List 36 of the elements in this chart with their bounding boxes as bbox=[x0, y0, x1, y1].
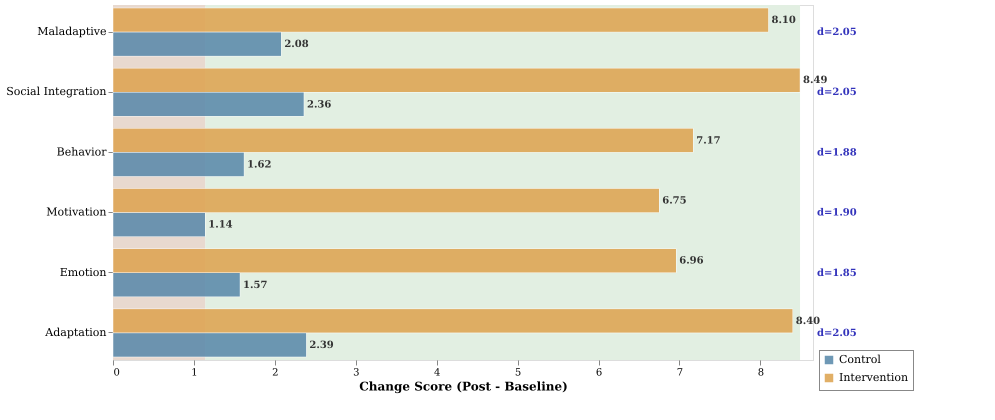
text: d=2.05 bbox=[817, 27, 857, 38]
text: d=1.85 bbox=[817, 268, 857, 279]
y-tick-label: Maladaptive bbox=[37, 25, 106, 38]
legend-label: Intervention bbox=[839, 371, 908, 384]
y-tick-label: Social Integration bbox=[6, 85, 106, 98]
data-label: 6.75 bbox=[662, 196, 687, 207]
x-tick-label: 8 bbox=[758, 368, 764, 378]
x-tick-label: 4 bbox=[434, 368, 440, 378]
y-tick-label: Motivation bbox=[46, 206, 106, 219]
data-label: 1.14 bbox=[208, 220, 233, 231]
data-label: 2.36 bbox=[306, 99, 332, 110]
text: d=1.88 bbox=[817, 147, 857, 158]
text: d=1.90 bbox=[817, 208, 857, 219]
text: d=2.05 bbox=[817, 87, 857, 98]
y-tick-label: Emotion bbox=[60, 266, 106, 279]
data-label: 1.62 bbox=[247, 159, 272, 170]
x-tick-label: 5 bbox=[514, 368, 522, 378]
x-tick-label: 0 bbox=[114, 368, 120, 378]
data-label: 2.39 bbox=[309, 340, 334, 351]
x-tick-label: 1 bbox=[191, 368, 198, 378]
data-label: 7.17 bbox=[696, 135, 721, 146]
y-tick-label: Behavior bbox=[56, 145, 108, 158]
data-label: 8.49 bbox=[803, 75, 828, 86]
x-tick-label: 2 bbox=[272, 368, 279, 378]
y-tick-label: Adaptation bbox=[44, 326, 106, 339]
data-label: 8.10 bbox=[771, 15, 796, 26]
data-label: 8.40 bbox=[796, 316, 820, 327]
data-label: 1.57 bbox=[243, 280, 268, 291]
x-tick-label: 3 bbox=[353, 368, 360, 378]
legend-label: Control bbox=[839, 353, 882, 366]
x-axis-title: Change Score (Post - Baseline) bbox=[359, 380, 568, 394]
text: d=2.05 bbox=[817, 328, 857, 339]
data-label: 2.08 bbox=[284, 39, 309, 50]
data-label: 6.96 bbox=[679, 256, 704, 267]
x-tick-label: 6 bbox=[596, 368, 602, 378]
x-tick-label: 7 bbox=[676, 368, 684, 378]
